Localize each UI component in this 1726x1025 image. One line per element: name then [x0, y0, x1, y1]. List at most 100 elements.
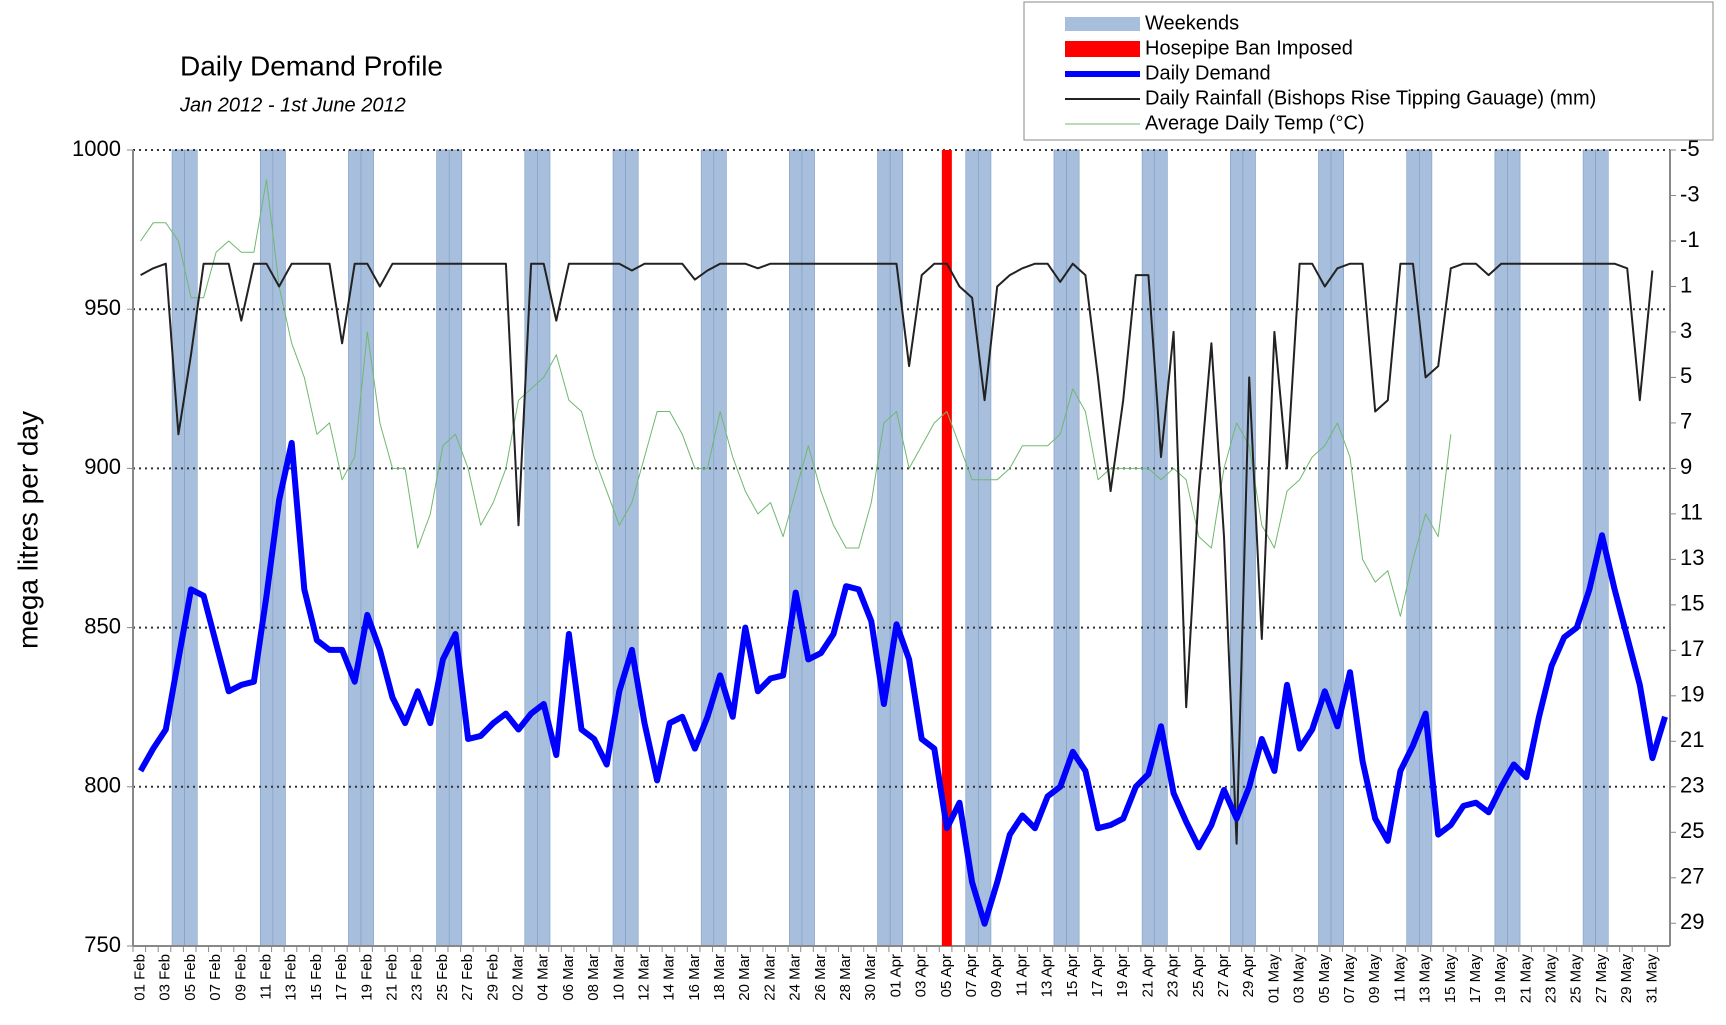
y2-tick-label: 23 — [1680, 773, 1704, 798]
x-tick-label: 08 Mar — [585, 954, 602, 1001]
x-tick-label: 09 Apr — [988, 954, 1005, 997]
y2-tick-label: -1 — [1680, 227, 1700, 252]
x-tick-label: 06 Mar — [560, 954, 577, 1001]
x-tick-label: 17 Feb — [333, 954, 350, 1001]
y-tick-label: 900 — [84, 454, 121, 479]
legend-label: Daily Rainfall (Bishops Rise Tipping Gau… — [1145, 87, 1596, 109]
y2-tick-label: 1 — [1680, 272, 1692, 297]
x-tick-label: 23 May — [1543, 954, 1560, 1004]
y2-tick-label: -3 — [1680, 181, 1700, 206]
y-tick-label: 750 — [84, 932, 121, 957]
x-tick-label: 22 Mar — [761, 954, 778, 1001]
x-tick-label: 01 Apr — [887, 954, 904, 997]
y-tick-label: 950 — [84, 295, 121, 320]
x-tick-label: 15 Feb — [308, 954, 325, 1001]
x-tick-label: 31 May — [1643, 954, 1660, 1004]
weekend-bar — [1154, 149, 1168, 947]
x-tick-label: 18 Mar — [711, 954, 728, 1001]
weekend-bar — [789, 149, 803, 947]
y2-tick-label: 15 — [1680, 591, 1704, 616]
y2-tick-label: -5 — [1680, 136, 1700, 161]
x-tick-label: 29 May — [1618, 954, 1635, 1004]
weekend-bar — [448, 149, 463, 947]
weekend-bar — [1582, 149, 1596, 947]
weekend-bar — [436, 149, 450, 947]
x-tick-label: 03 Apr — [913, 954, 930, 997]
x-tick-label: 23 Apr — [1165, 954, 1182, 997]
x-tick-label: 09 May — [1366, 954, 1383, 1004]
x-tick-label: 26 Mar — [812, 954, 829, 1001]
chart-subtitle: Jan 2012 - 1st June 2012 — [179, 94, 406, 116]
legend-swatch — [1065, 41, 1140, 57]
weekend-bar — [537, 149, 551, 947]
x-tick-label: 13 May — [1417, 954, 1434, 1004]
x-tick-label: 05 Feb — [182, 954, 199, 1001]
x-tick-label: 14 Mar — [661, 954, 678, 1001]
x-tick-label: 27 May — [1593, 954, 1610, 1004]
legend-label: Weekends — [1145, 12, 1239, 34]
x-tick-label: 21 Feb — [383, 954, 400, 1001]
x-tick-label: 28 Mar — [837, 954, 854, 1001]
weekend-bar — [877, 149, 891, 947]
weekend-bar — [1318, 149, 1332, 947]
series-line — [140, 262, 1654, 845]
x-tick-label: 11 Feb — [258, 954, 275, 1000]
x-tick-label: 13 Feb — [283, 954, 300, 1001]
legend-label: Daily Demand — [1145, 62, 1271, 84]
x-tick-label: 19 Feb — [358, 954, 375, 1001]
x-tick-label: 03 Feb — [157, 954, 174, 1001]
weekend-bar — [1053, 149, 1067, 947]
x-tick-label: 17 May — [1467, 954, 1484, 1004]
weekend-bar — [171, 149, 185, 947]
x-tick-label: 17 Apr — [1089, 954, 1106, 997]
x-tick-label: 07 Feb — [207, 954, 224, 1001]
x-tick-label: 27 Apr — [1215, 954, 1232, 997]
x-tick-label: 29 Apr — [1240, 954, 1257, 997]
x-tick-label: 01 May — [1265, 954, 1282, 1004]
y-tick-label: 800 — [84, 773, 121, 798]
x-tick-label: 23 Feb — [409, 954, 426, 1001]
x-tick-label: 25 May — [1568, 954, 1585, 1004]
weekend-bar — [1418, 149, 1433, 947]
weekend-bar — [965, 149, 979, 947]
weekend-bar — [1494, 149, 1508, 947]
x-tick-label: 05 Apr — [938, 954, 955, 997]
weekend-bar — [184, 149, 198, 947]
x-tick-label: 01 Feb — [132, 954, 149, 1001]
x-tick-label: 12 Mar — [635, 954, 652, 1001]
x-tick-label: 02 Mar — [509, 954, 526, 1001]
x-tick-label: 21 May — [1517, 954, 1534, 1004]
x-tick-label: 20 Mar — [736, 954, 753, 1001]
weekend-bar — [713, 149, 727, 947]
x-tick-label: 25 Apr — [1190, 954, 1207, 997]
x-tick-label: 03 May — [1291, 954, 1308, 1004]
weekend-bar — [801, 149, 815, 947]
x-tick-label: 27 Feb — [459, 954, 476, 1001]
y2-tick-label: 27 — [1680, 864, 1704, 889]
legend-label: Average Daily Temp (°C) — [1145, 112, 1365, 134]
x-tick-label: 11 Apr — [1013, 954, 1030, 996]
x-tick-label: 19 Apr — [1114, 954, 1131, 997]
weekend-bar — [360, 149, 374, 947]
x-tick-label: 09 Feb — [232, 954, 249, 1001]
x-tick-label: 15 Apr — [1064, 954, 1081, 997]
y2-tick-label: 29 — [1680, 909, 1704, 934]
series-line — [140, 179, 1452, 617]
x-tick-label: 04 Mar — [535, 954, 552, 1001]
y2-tick-label: 17 — [1680, 636, 1704, 661]
x-tick-label: 24 Mar — [787, 954, 804, 1001]
y2-tick-label: 21 — [1680, 727, 1704, 752]
ban-bar — [941, 150, 952, 946]
x-tick-label: 25 Feb — [434, 954, 451, 1001]
y2-tick-label: 19 — [1680, 682, 1704, 707]
x-tick-label: 07 Apr — [963, 954, 980, 997]
y-tick-label: 1000 — [72, 136, 121, 161]
x-tick-label: 13 Apr — [1039, 954, 1056, 997]
weekend-bar — [612, 149, 626, 947]
series-line — [137, 439, 1668, 927]
x-tick-label: 29 Feb — [484, 954, 501, 1001]
x-tick-label: 07 May — [1341, 954, 1358, 1004]
x-tick-label: 15 May — [1442, 954, 1459, 1004]
